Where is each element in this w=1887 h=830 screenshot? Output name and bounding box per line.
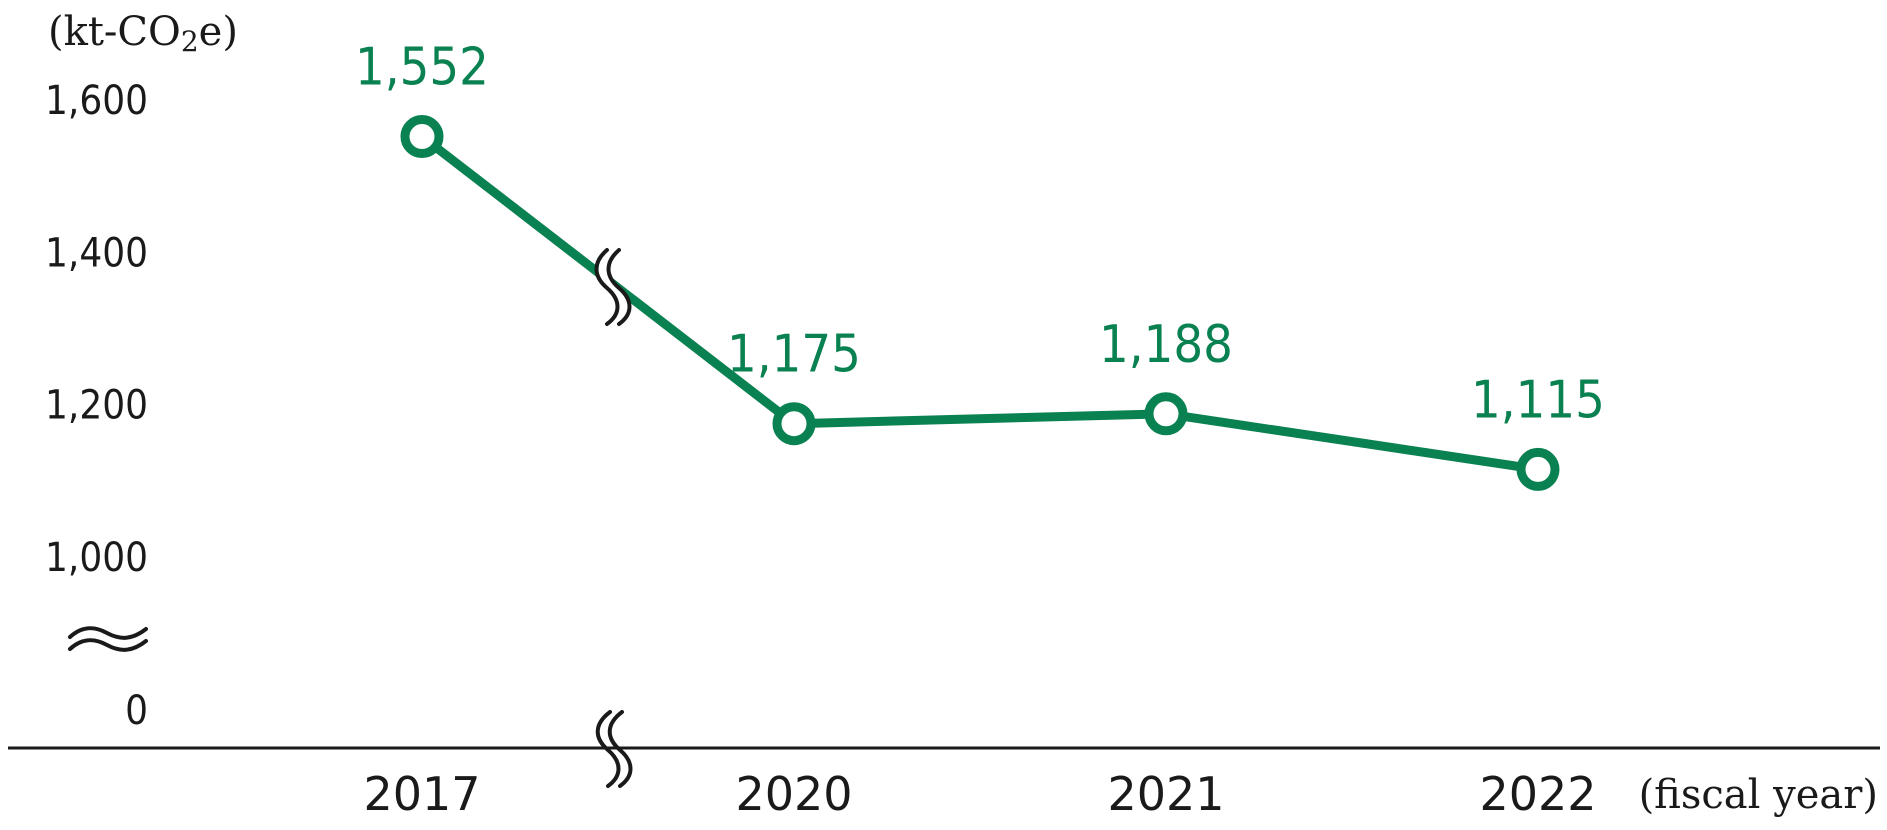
data-point-2020 [772,402,816,446]
x-axis-unit-label: (fiscal year) [1639,772,1878,818]
y-tick-label: 1,200 [45,383,148,429]
x-tick-label-2017: 2017 [363,767,480,821]
data-point-2017 [400,115,444,159]
line-break-symbol [594,248,632,326]
y-tick-label: 1,000 [45,535,148,581]
data-point-2022 [1516,447,1560,491]
y-tick-label: 0 [125,688,148,734]
y-axis-break-symbol [68,626,148,652]
y-axis-tick-labels: 0 1,000 1,200 1,400 1,600 [45,78,148,734]
data-label-2017: 1,552 [355,38,489,98]
x-axis-tick-labels: 2017 2020 2021 2022 [363,767,1596,821]
series-line [417,132,1543,474]
y-tick-label: 1,600 [45,78,148,124]
y-axis-unit-label: (kt-CO2e) [48,9,238,58]
x-tick-label-2021: 2021 [1107,767,1224,821]
data-label-2021: 1,188 [1099,315,1233,375]
y-tick-label: 1,400 [45,230,148,276]
series-points [400,115,1560,491]
x-tick-label-2022: 2022 [1479,767,1596,821]
x-tick-label-2020: 2020 [735,767,852,821]
x-axis-break-symbol [595,710,633,788]
data-label-2022: 1,115 [1471,370,1605,430]
data-label-2020: 1,175 [727,325,861,385]
data-point-2021 [1144,392,1188,436]
data-labels: 1,552 1,175 1,188 1,115 [355,38,1605,431]
y-axis-unit-subscript: 2 [181,25,199,58]
